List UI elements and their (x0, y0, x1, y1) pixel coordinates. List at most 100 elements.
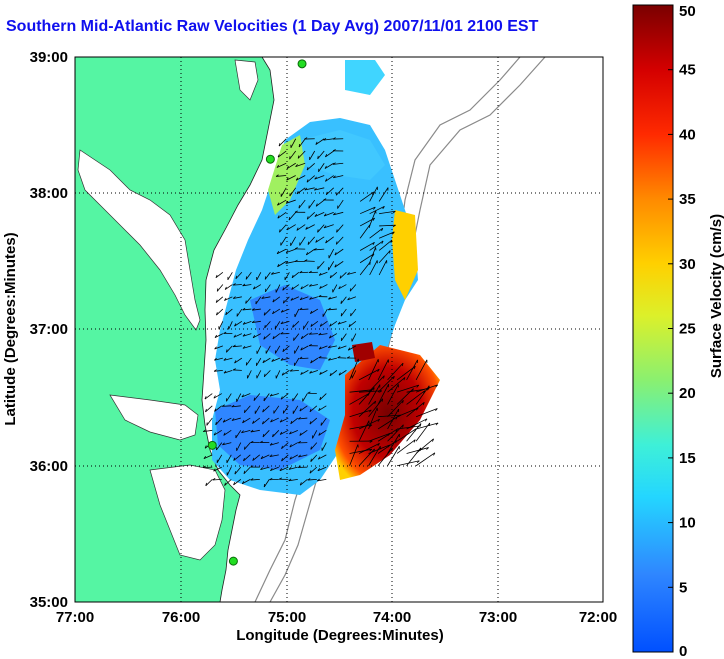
velocity-vector-head (332, 162, 336, 165)
velocity-vector (256, 357, 262, 366)
velocity-vector (226, 454, 232, 464)
velocity-vector-head (270, 468, 273, 471)
velocity-vector (285, 199, 296, 204)
velocity-vector (337, 320, 347, 325)
velocity-vector (321, 442, 327, 451)
velocity-vector (358, 387, 375, 405)
velocity-vector (328, 248, 335, 259)
velocity-vector-head (310, 310, 313, 314)
velocity-vector (310, 357, 319, 364)
velocity-vector (223, 429, 232, 436)
velocity-vector-head (221, 404, 225, 407)
radar-stations (207, 59, 307, 566)
velocity-vector-head (270, 419, 273, 423)
velocity-vector (262, 430, 270, 438)
velocity-vector-head (435, 422, 439, 426)
velocity-vector-head (291, 286, 294, 290)
velocity-vector-head (308, 284, 312, 287)
velocity-vector-head (401, 363, 404, 367)
velocity-vector-head (224, 286, 227, 290)
velocity-vector (236, 308, 243, 317)
velocity-vector-head (348, 323, 351, 327)
velocity-vector-head (279, 431, 283, 435)
velocity-vector-head (314, 187, 317, 191)
velocity-vector (299, 296, 309, 301)
velocity-vector (359, 206, 376, 215)
velocity-vector (281, 370, 290, 376)
velocity-vector (334, 248, 344, 256)
velocity-vector (294, 357, 300, 366)
velocity-vector-head (224, 297, 227, 301)
velocity-vector (205, 479, 213, 487)
velocity-vector (378, 231, 395, 239)
velocity-vector (265, 284, 271, 293)
velocity-vector (271, 271, 280, 275)
velocity-vector (233, 284, 242, 286)
velocity-vector-head (308, 332, 312, 335)
velocity-vector (349, 448, 373, 454)
velocity-vector (215, 296, 224, 303)
velocity-vector-head (214, 408, 217, 412)
velocity-vector (212, 478, 222, 481)
velocity-vector (270, 417, 279, 423)
delaware-bay (234, 59, 259, 101)
velocity-vector (289, 187, 297, 197)
radar-station-marker (228, 556, 238, 566)
albemarle-sound (109, 394, 199, 441)
velocity-vector-head (347, 272, 350, 275)
velocity-vector-head (225, 311, 228, 315)
velocity-vector-head (235, 275, 237, 279)
velocity-vector-head (327, 307, 331, 311)
velocity-vector (397, 425, 420, 430)
velocity-vector-head (297, 416, 301, 420)
velocity-vector-head (333, 212, 336, 216)
velocity-vector-head (205, 408, 207, 413)
velocity-vector-head (415, 407, 419, 411)
velocity-vector (309, 405, 318, 413)
velocity-vector (294, 345, 300, 354)
velocity-vector (272, 308, 281, 315)
velocity-vector-head (300, 335, 303, 339)
velocity-vector-head (315, 203, 318, 207)
velocity-vector-head (272, 433, 274, 438)
velocity-vector (214, 345, 223, 350)
velocity-vector (216, 308, 224, 316)
velocity-vector-head (233, 457, 236, 461)
velocity-vector (285, 248, 296, 254)
velocity-vector-head (433, 452, 436, 456)
velocity-vector (337, 199, 344, 209)
velocity-vector (319, 284, 328, 289)
velocity-vector-head (261, 296, 265, 299)
velocity-vector-head (328, 335, 332, 339)
velocity-vector (226, 345, 233, 353)
velocity-vector (245, 296, 252, 304)
velocity-vector (310, 442, 318, 450)
velocity-vector-head (264, 325, 266, 329)
velocity-vector (296, 187, 306, 195)
velocity-vector-head (288, 478, 292, 482)
velocity-vector-head (297, 441, 301, 444)
velocity-vector-head (309, 421, 312, 425)
velocity-vector (328, 261, 335, 271)
lat-tick-label: 36:00 (30, 458, 68, 475)
velocity-vector (406, 447, 422, 466)
velocity-vector-head (243, 409, 246, 413)
velocity-vector (256, 370, 262, 379)
velocity-vector (296, 224, 306, 231)
velocity-vector (226, 466, 232, 476)
velocity-vector-head (381, 228, 384, 232)
velocity-vector-head (318, 356, 322, 359)
velocity-vector-head (233, 482, 236, 486)
velocity-vector-head (335, 241, 338, 245)
colorbar-ticks: 0 5 10 15 20 25 30 35 40 45 50 (668, 3, 696, 659)
velocity-vector (274, 321, 281, 329)
velocity-vector (279, 224, 287, 233)
velocity-vector-head (328, 345, 331, 348)
velocity-vector (314, 248, 325, 251)
velocity-vector-head (223, 370, 227, 374)
velocity-vector (396, 384, 419, 393)
velocity-vector (359, 390, 382, 393)
velocity-vector-head (294, 259, 298, 262)
velocity-vector (329, 271, 338, 279)
velocity-vector-head (272, 310, 275, 314)
